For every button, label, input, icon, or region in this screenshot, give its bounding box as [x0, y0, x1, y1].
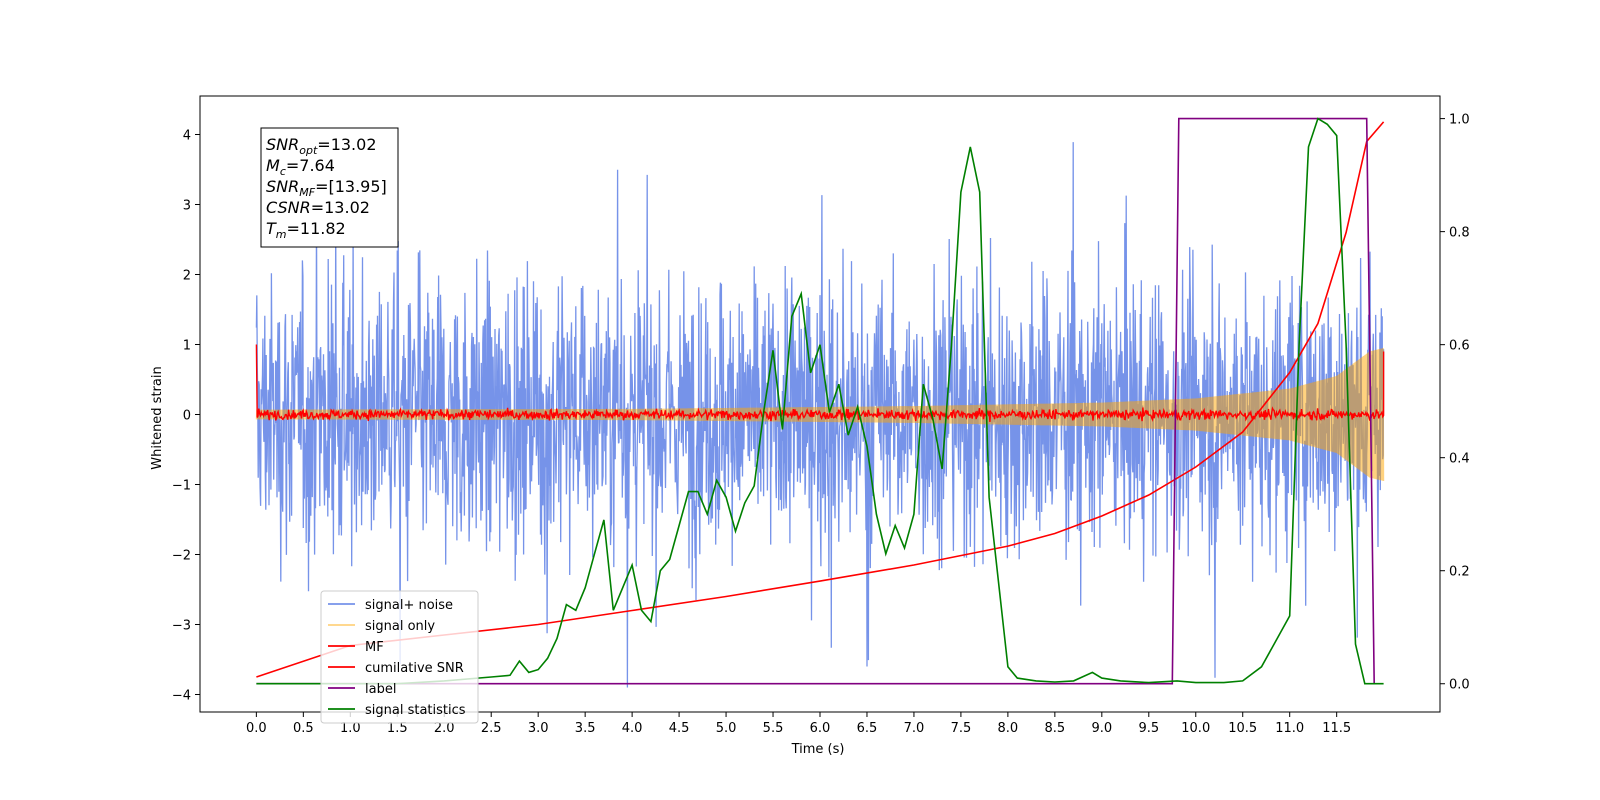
x-tick-label: 11.0 [1275, 721, 1304, 736]
y-axis-right: 0.0 0.2 0.4 0.6 0.8 1.0 [1440, 113, 1470, 693]
x-tick-label: 7.0 [904, 721, 925, 736]
x-tick-label: 2.0 [434, 721, 455, 736]
x-tick-label: 4.0 [622, 721, 643, 736]
x-tick-label: 11.5 [1322, 721, 1351, 736]
legend: signal+ noise signal only MF cumilative SNR… [320, 590, 479, 724]
y-left-tick-label: 0 [183, 409, 191, 424]
legend-label: MF [365, 640, 384, 655]
x-axis-label: Time (s) [791, 742, 845, 757]
y-left-tick-label: −4 [172, 689, 191, 704]
x-tick-label: 5.0 [716, 721, 737, 736]
x-tick-label: 1.0 [340, 721, 361, 736]
x-axis: 0.0 0.5 1.0 1.5 2.0 2.5 3.0 3.5 4.0 4.5 5.0 5.5 6.0 6… [246, 712, 1351, 736]
x-tick-label: 5.5 [763, 721, 784, 736]
y-left-tick-label: −3 [172, 619, 191, 634]
annotation-line: Mc=7.64 [266, 156, 335, 178]
y-right-tick-label: 0.8 [1449, 226, 1470, 241]
y-axis-label: Whitened strain [150, 366, 165, 469]
legend-label: label [365, 682, 396, 697]
y-left-tick-label: −1 [172, 479, 191, 494]
legend-box [320, 590, 479, 724]
series-mf [255, 344, 1385, 423]
legend-label: signal+ noise [365, 598, 453, 613]
y-left-tick-label: 4 [183, 129, 191, 144]
x-tick-label: 4.5 [669, 721, 690, 736]
y-right-tick-label: 1.0 [1449, 113, 1470, 128]
legend-label: cumilative SNR [365, 661, 464, 676]
x-tick-label: 8.0 [998, 721, 1019, 736]
series-line-5 [256, 117, 1384, 685]
y-left-tick-label: 3 [183, 199, 191, 214]
annotation-line: Tm=11.82 [266, 219, 346, 241]
y-left-tick-label: −2 [172, 549, 191, 564]
legend-label: signal only [365, 619, 435, 634]
x-tick-label: 1.5 [387, 721, 408, 736]
y-right-tick-label: 0.0 [1449, 678, 1470, 693]
annotation-line: SNRMF=[13.95] [266, 177, 387, 199]
x-tick-label: 8.5 [1045, 721, 1066, 736]
series-line-3 [256, 121, 1385, 678]
x-tick-label: 3.5 [575, 721, 596, 736]
series-signal-only [255, 348, 1385, 482]
annotation-box [260, 127, 399, 248]
x-tick-label: 7.5 [951, 721, 972, 736]
series-line-4 [256, 117, 1375, 685]
x-tick-label: 3.0 [528, 721, 549, 736]
y-left-tick-label: 2 [183, 269, 191, 284]
y-axis-left: −4 −3 −2 −1 0 1 2 3 4 [172, 129, 200, 704]
x-tick-label: 9.5 [1138, 721, 1159, 736]
x-tick-label: 0.5 [293, 721, 314, 736]
y-right-tick-label: 0.2 [1449, 565, 1470, 580]
x-tick-label: 6.5 [857, 721, 878, 736]
y-left-tick-label: 1 [183, 339, 191, 354]
y-right-tick-label: 0.4 [1449, 452, 1470, 467]
x-tick-label: 9.0 [1091, 721, 1112, 736]
series-lines [255, 117, 1385, 688]
x-tick-label: 2.5 [481, 721, 502, 736]
x-tick-label: 10.5 [1228, 721, 1257, 736]
x-tick-label: 10.0 [1181, 721, 1210, 736]
legend-label: signal statistics [365, 703, 466, 718]
stats-annotation: SNRopt=13.02Mc=7.64SNRMF=[13.95]CSNR=13.… [260, 127, 399, 248]
annotation-line: SNRopt=13.02 [266, 135, 377, 157]
annotation-line: CSNR=13.02 [266, 198, 370, 217]
x-tick-label: 0.0 [246, 721, 267, 736]
y-right-tick-label: 0.6 [1449, 339, 1470, 354]
x-tick-label: 6.0 [810, 721, 831, 736]
